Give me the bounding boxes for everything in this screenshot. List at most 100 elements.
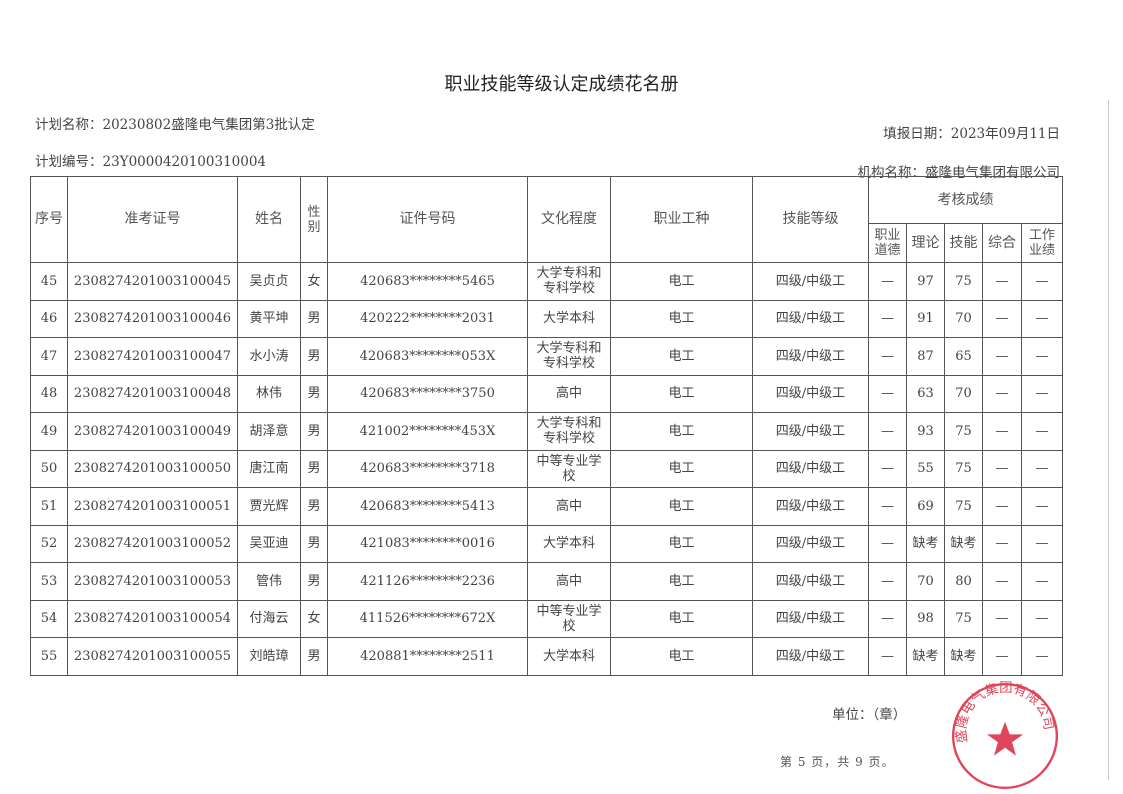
table-row: 48 2308274201003100048 林伟男 420683********37… [30,374,1064,413]
cell-education: 高中 [527,487,611,526]
cell-ethics: — [868,337,907,376]
cell-skill: 75 [944,487,983,526]
cell-gender: 男 [300,524,328,563]
cell-id-number: 420683********5465 [327,262,528,301]
cell-id-number: 421126********2236 [327,562,528,601]
cell-overall: — [982,299,1022,338]
plan-number: 计划编号：23Y0000420100310004 [35,154,267,170]
cell-skill: 75 [944,449,983,488]
cell-exam-id: 2308274201003100055 [67,637,238,676]
cell-skill-level: 四级/中级工 [752,449,869,488]
cell-overall: — [982,412,1022,451]
cell-skill: 缺考 [944,524,983,563]
table-row: 46 2308274201003100046 黄平坤男 420222********2… [30,299,1064,338]
table-row: 54 2308274201003100054 付海云女 411526********6… [30,599,1064,638]
cell-ethics: — [868,524,907,563]
header-scores: 考核成绩 [867,176,1064,224]
header-education: 文化程度 [527,176,611,263]
table-row: 47 2308274201003100047 水小涛男 420683********0… [30,337,1064,376]
cell-gender: 女 [300,262,328,301]
cell-skill: 70 [944,374,983,413]
cell-education: 中等专业学校 [527,599,611,638]
cell-exam-id: 2308274201003100051 [67,487,238,526]
header-skill: 技能 [944,223,983,263]
header-seq: 序号 [30,176,68,263]
cell-seq: 49 [30,412,68,451]
cell-name: 付海云 [237,599,301,638]
company-seal-stamp: 盛隆电气集团有限公司 [951,681,1059,790]
fill-date: 填报日期：2023年09月11日 [883,126,1060,142]
cell-occupation: 电工 [610,299,753,338]
cell-overall: — [982,637,1022,676]
cell-seq: 55 [30,637,68,676]
cell-exam-id: 2308274201003100054 [67,599,238,638]
cell-work: — [1020,449,1064,488]
cell-work: — [1020,299,1064,338]
cell-gender: 男 [300,337,328,376]
cell-id-number: 421002********453X [327,412,528,451]
cell-skill: 65 [944,337,983,376]
cell-id-number: 420683********3718 [327,449,528,488]
cell-theory: 97 [906,262,945,301]
cell-skill-level: 四级/中级工 [752,337,869,376]
cell-gender: 男 [300,449,328,488]
cell-gender: 男 [300,562,328,601]
cell-id-number: 420222********2031 [327,299,528,338]
cell-skill: 70 [944,299,983,338]
cell-work: — [1020,412,1064,451]
cell-theory: 70 [906,562,945,601]
cell-name: 吴贞贞 [237,262,301,301]
cell-theory: 缺考 [906,637,945,676]
star-icon [986,721,1024,756]
cell-gender: 男 [300,374,328,413]
table-row: 50 2308274201003100050 唐江南男 420683********3… [30,449,1064,488]
cell-skill-level: 四级/中级工 [752,637,869,676]
page-info: 第 5 页，共 9 页。 [780,755,895,769]
seal-label: 单位：（章） [832,707,907,723]
cell-exam-id: 2308274201003100050 [67,449,238,488]
scan-edge [1108,100,1123,780]
score-roster-table: 序号 准考证号 姓名 性别 证件号码 文化程度 职业工种 技能等级 考核成绩 职… [30,176,1064,676]
cell-work: — [1020,262,1064,301]
cell-name: 刘皓璋 [237,637,301,676]
cell-exam-id: 2308274201003100053 [67,562,238,601]
plan-name: 计划名称：20230802盛隆电气集团第3批认定 [35,117,315,133]
cell-occupation: 电工 [610,637,753,676]
cell-seq: 52 [30,524,68,563]
cell-theory: 69 [906,487,945,526]
cell-overall: — [982,562,1022,601]
cell-id-number: 420683********5413 [327,487,528,526]
cell-theory: 91 [906,299,945,338]
cell-id-number: 420683********053X [327,337,528,376]
table-row: 55 2308274201003100055 刘皓璋男 420881********2… [30,637,1064,676]
cell-ethics: — [868,299,907,338]
cell-seq: 48 [30,374,68,413]
cell-work: — [1020,487,1064,526]
header-gender: 性别 [300,176,328,263]
cell-seq: 47 [30,337,68,376]
cell-skill-level: 四级/中级工 [752,487,869,526]
cell-overall: — [982,487,1022,526]
cell-theory: 63 [906,374,945,413]
cell-name: 唐江南 [237,449,301,488]
cell-education: 大学专科和专科学校 [527,412,611,451]
cell-occupation: 电工 [610,262,753,301]
table-row: 49 2308274201003100049 胡泽意男 421002********4… [30,412,1064,451]
cell-education: 大学本科 [527,637,611,676]
cell-occupation: 电工 [610,412,753,451]
cell-education: 大学专科和专科学校 [527,337,611,376]
cell-seq: 51 [30,487,68,526]
cell-exam-id: 2308274201003100045 [67,262,238,301]
cell-exam-id: 2308274201003100048 [67,374,238,413]
table-row: 51 2308274201003100051 贾光辉男 420683********5… [30,487,1064,526]
cell-name: 水小涛 [237,337,301,376]
header-id-number: 证件号码 [327,176,528,263]
cell-skill: 缺考 [944,637,983,676]
cell-education: 大学本科 [527,524,611,563]
cell-skill: 75 [944,412,983,451]
cell-skill-level: 四级/中级工 [752,374,869,413]
cell-ethics: — [868,487,907,526]
cell-name: 吴亚迪 [237,524,301,563]
cell-seq: 54 [30,599,68,638]
table-row: 45 2308274201003100045 吴贞贞女 420683********5… [30,262,1064,301]
